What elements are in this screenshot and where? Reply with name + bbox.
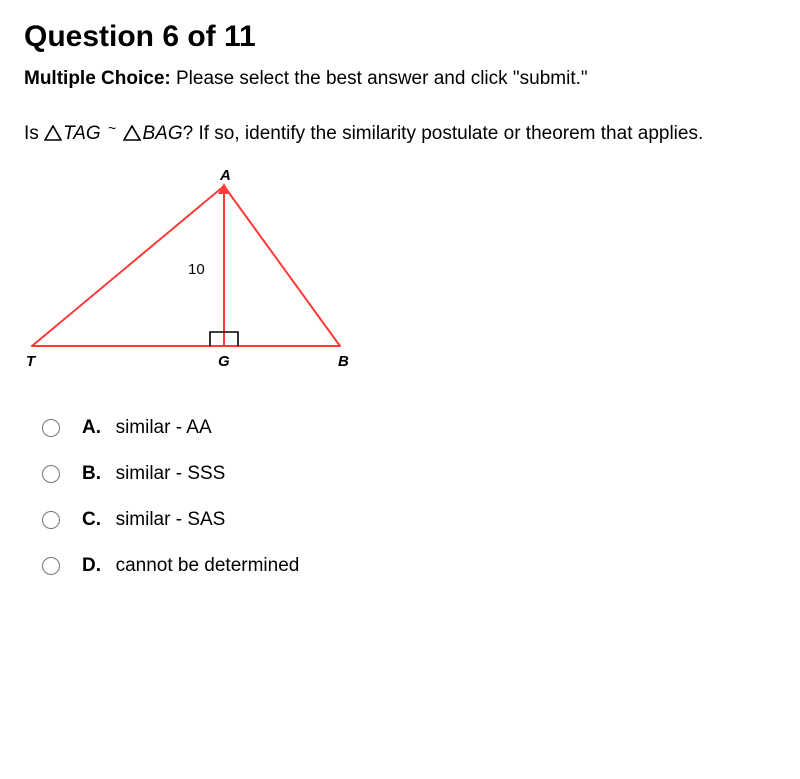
choice-radio-d[interactable] <box>42 557 60 575</box>
choice-row[interactable]: B. similar - SSS <box>24 451 776 497</box>
page-title: Question 6 of 11 <box>24 20 776 54</box>
choice-label: C. similar - SAS <box>82 509 225 531</box>
choice-letter: C. <box>82 509 101 530</box>
choice-text: similar - AA <box>116 417 212 438</box>
q-suffix: ? If so, identify the similarity postula… <box>183 123 704 144</box>
svg-text:B: B <box>338 353 349 370</box>
answer-choices: A. similar - AA B. similar - SSS C. simi… <box>24 405 776 589</box>
choice-label: A. similar - AA <box>82 417 212 439</box>
choice-radio-c[interactable] <box>42 511 60 529</box>
choice-row[interactable]: D. cannot be determined <box>24 543 776 589</box>
triangle-diagram: A T G B 10 <box>24 166 776 381</box>
instructions-line: Multiple Choice: Please select the best … <box>24 68 776 90</box>
triangle-icon <box>123 125 141 141</box>
q-tri2: BAG <box>142 123 182 144</box>
mc-label: Multiple Choice: <box>24 68 171 89</box>
choice-letter: B. <box>82 463 101 484</box>
choice-letter: D. <box>82 555 101 576</box>
choice-radio-b[interactable] <box>42 465 60 483</box>
choice-radio-a[interactable] <box>42 419 60 437</box>
svg-text:A: A <box>219 167 231 184</box>
choice-row[interactable]: A. similar - AA <box>24 405 776 451</box>
q-prefix: Is <box>24 123 44 144</box>
svg-text:T: T <box>26 353 37 370</box>
choice-label: D. cannot be determined <box>82 555 299 577</box>
choice-letter: A. <box>82 417 101 438</box>
instructions-text: Please select the best answer and click … <box>171 68 588 89</box>
svg-text:10: 10 <box>188 261 205 278</box>
svg-text:G: G <box>218 353 230 370</box>
tilde-symbol: ~ <box>108 120 116 136</box>
choice-label: B. similar - SSS <box>82 463 225 485</box>
q-tri1: TAG <box>63 123 101 144</box>
question-text: Is TAG ~ BAG? If so, identify the simila… <box>24 118 776 148</box>
triangle-icon <box>44 125 62 141</box>
choice-text: similar - SSS <box>116 463 226 484</box>
choice-text: cannot be determined <box>116 555 300 576</box>
choice-text: similar - SAS <box>116 509 226 530</box>
diagram-svg: A T G B 10 <box>24 166 364 376</box>
choice-row[interactable]: C. similar - SAS <box>24 497 776 543</box>
